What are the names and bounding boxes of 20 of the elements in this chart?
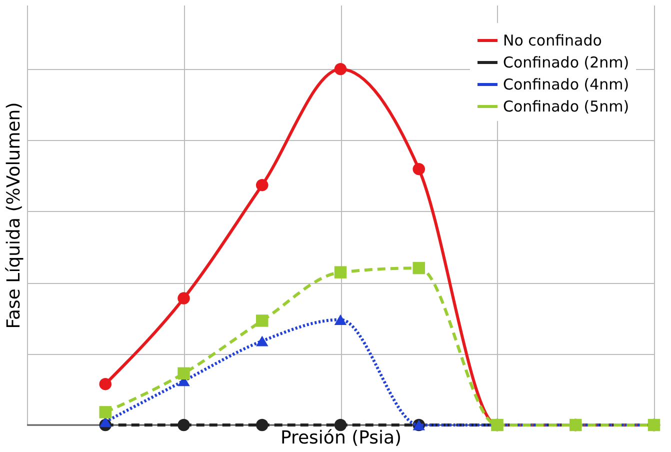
point	[99, 378, 112, 390]
point	[256, 418, 268, 432]
point	[256, 178, 268, 192]
point	[178, 418, 190, 432]
point	[178, 292, 190, 304]
point	[178, 367, 190, 380]
legend-label: Confinado (5nm)	[503, 98, 630, 116]
point	[412, 162, 425, 176]
point	[412, 262, 425, 274]
legend-label: Confinado (4nm)	[503, 76, 630, 94]
point	[256, 314, 268, 327]
legend-label: Confinado (2nm)	[503, 54, 630, 72]
point	[256, 336, 268, 346]
point	[99, 406, 112, 418]
point	[334, 266, 347, 278]
legend-label: No confinado	[503, 32, 602, 50]
point	[334, 62, 347, 76]
y-axis-title: Fase Líquida (%Volumen)	[4, 102, 24, 329]
x-axis-title: Presión (Psia)	[280, 428, 402, 448]
point	[334, 314, 347, 325]
